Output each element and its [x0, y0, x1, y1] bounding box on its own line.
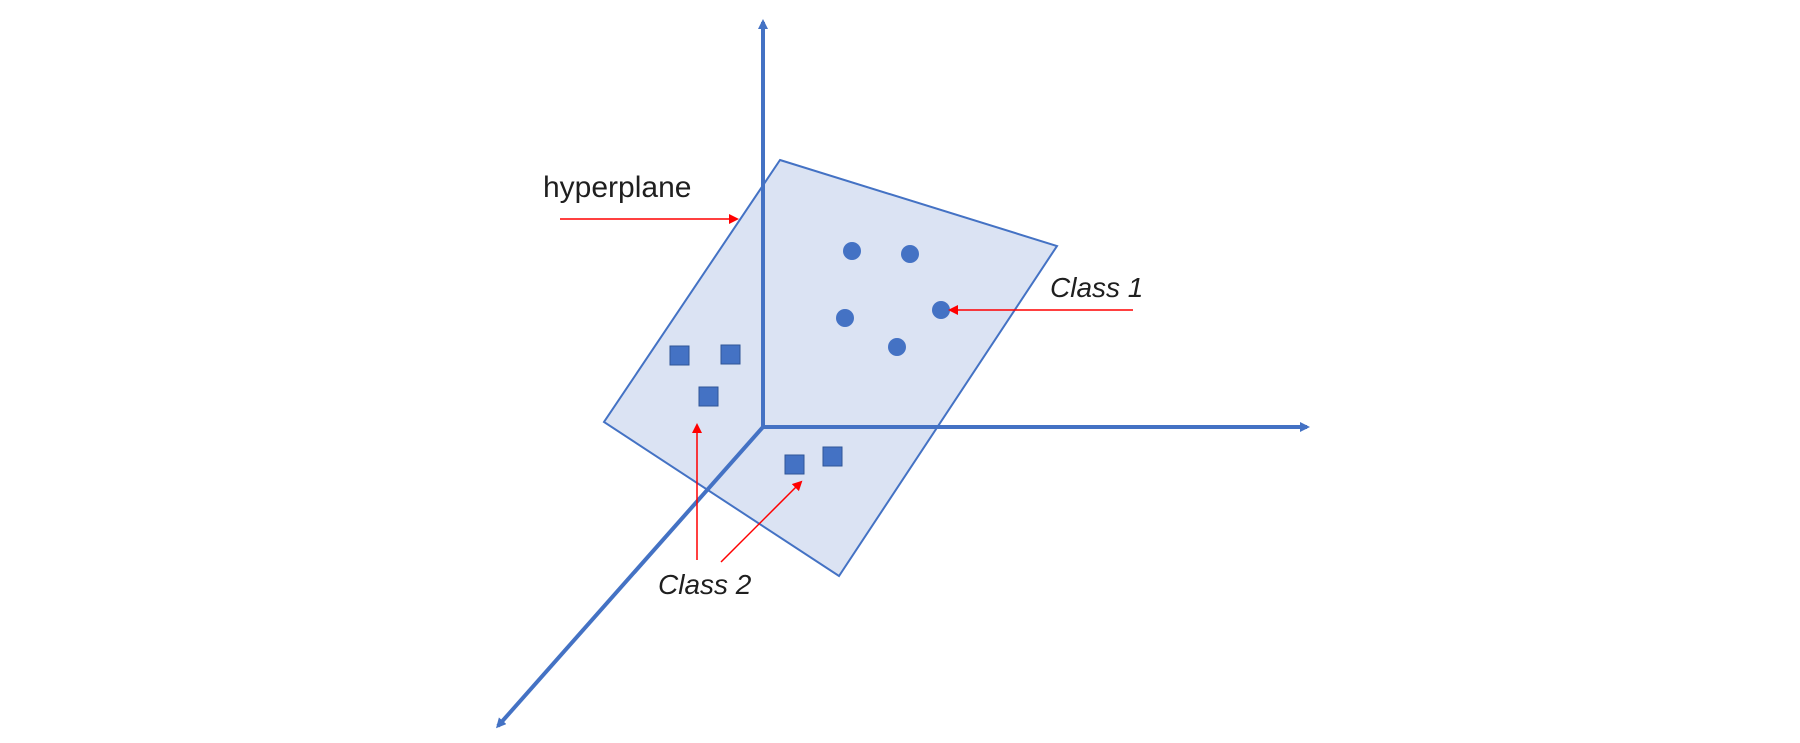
class1-point: [843, 242, 861, 260]
class1-label: Class 1: [1050, 272, 1143, 303]
depth-axis: [496, 425, 765, 729]
class2-arrow-right: [720, 480, 803, 563]
class2-point: [822, 446, 843, 467]
class2-label: Class 2: [658, 569, 752, 600]
class1-point: [836, 309, 854, 327]
class1-point: [901, 245, 919, 263]
class2-point: [669, 345, 690, 366]
class2-point: [720, 344, 741, 365]
class1-point: [932, 301, 950, 319]
class2-point: [698, 386, 719, 407]
hyperplane-label: hyperplane: [543, 171, 691, 204]
hyperplane-plane: [602, 158, 1059, 578]
class1-point: [888, 338, 906, 356]
class2-point: [784, 454, 805, 475]
